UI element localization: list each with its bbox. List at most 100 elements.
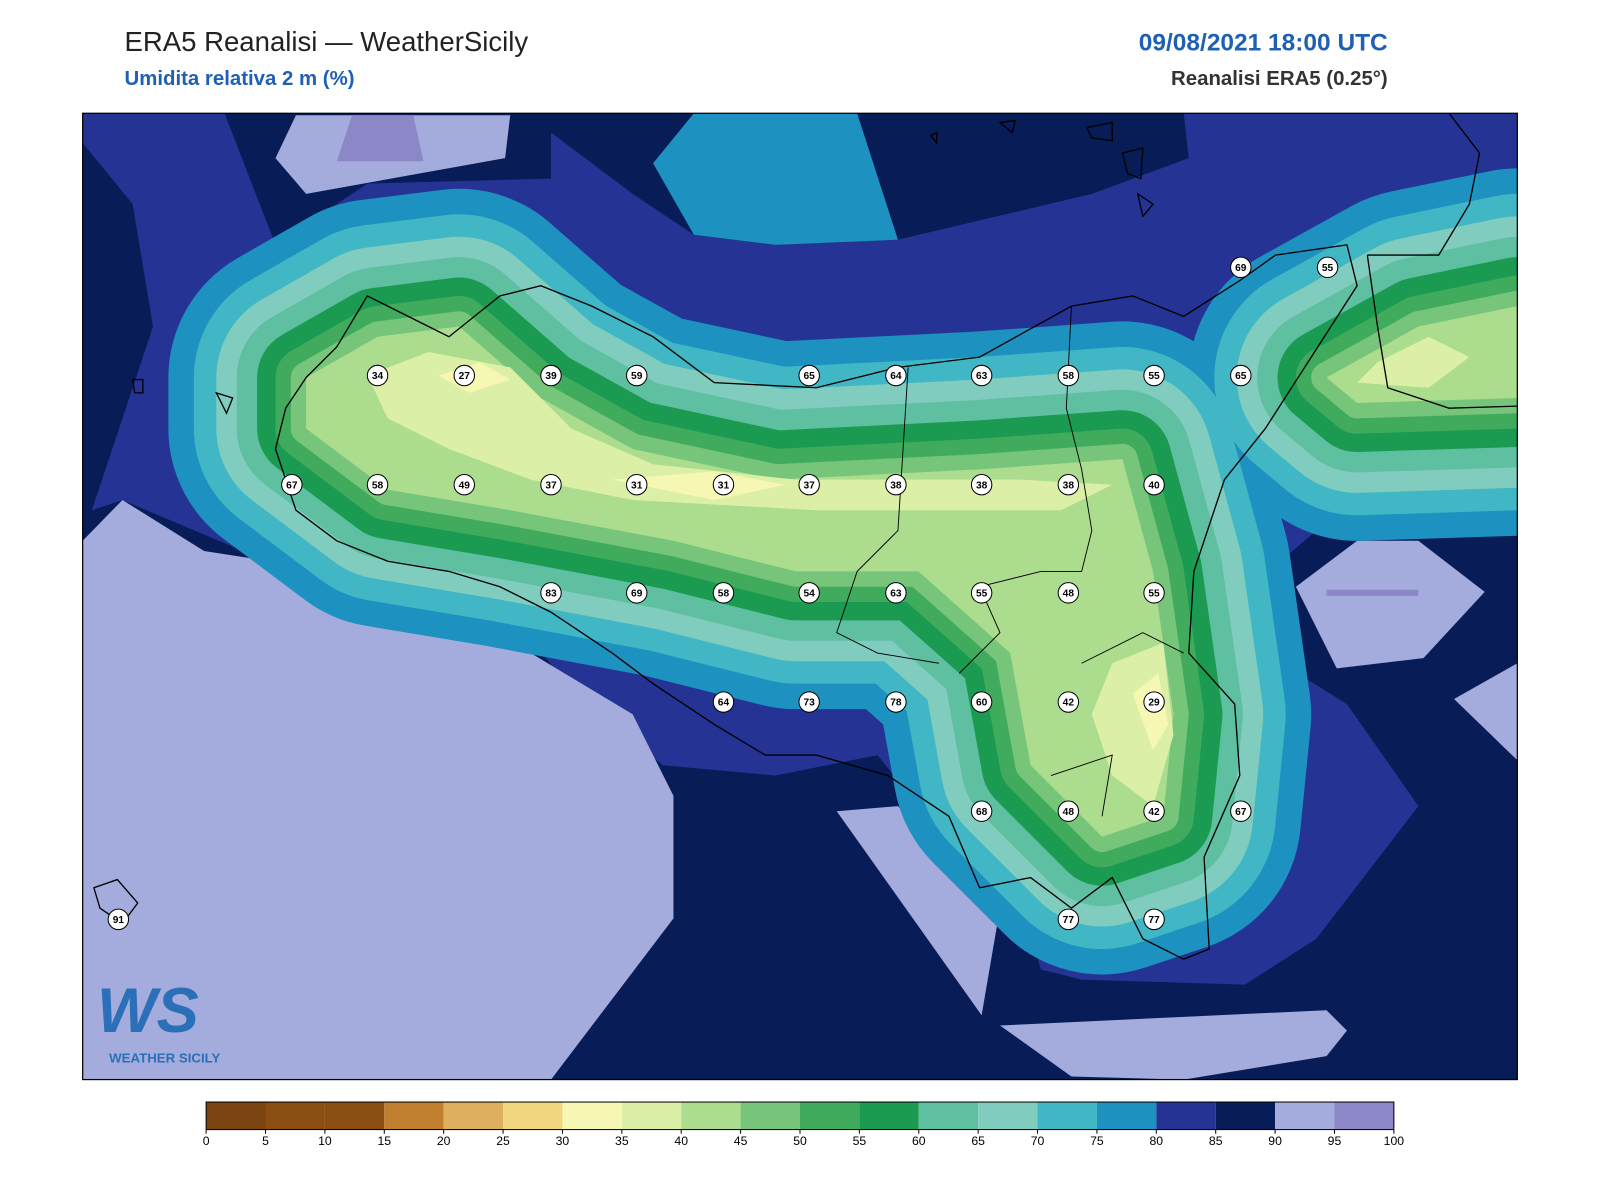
station-marker <box>1057 800 1080 822</box>
station-marker <box>366 473 389 496</box>
station-marker <box>970 691 993 713</box>
station-value: 37 <box>804 480 816 491</box>
station-value: 48 <box>1063 589 1075 600</box>
station-marker <box>885 364 907 387</box>
station-marker <box>798 582 820 604</box>
station-value: 64 <box>718 698 730 709</box>
station-value: 34 <box>372 371 384 382</box>
colorbar-tick-label: 0 <box>203 1134 210 1148</box>
station-marker <box>1143 364 1165 387</box>
colorbar-tick-label: 80 <box>1150 1134 1164 1148</box>
station-value: 77 <box>1063 915 1075 926</box>
logo-mark: WS <box>97 976 199 1046</box>
station-marker <box>107 908 130 931</box>
contour-fill <box>653 113 898 245</box>
province-borders <box>836 306 1184 817</box>
station-marker <box>970 800 993 822</box>
contour-fill <box>612 471 786 500</box>
station-marker <box>1143 800 1165 822</box>
station-marker <box>885 691 907 713</box>
colorbar-segment <box>1037 1102 1097 1130</box>
station-value: 27 <box>459 371 471 382</box>
station-value: 49 <box>459 480 471 491</box>
station-value: 54 <box>804 589 816 600</box>
colorbar-tick-label: 70 <box>1031 1134 1045 1148</box>
station-marker <box>281 473 303 496</box>
colorbar-tick-label: 95 <box>1328 1134 1342 1148</box>
station-marker <box>1057 691 1080 713</box>
logo-name: WEATHER SICILY <box>109 1051 220 1066</box>
colorbar-tick-label: 85 <box>1209 1134 1223 1148</box>
station-marker <box>1057 364 1080 387</box>
station-value: 55 <box>1148 589 1160 600</box>
station-marker <box>798 364 820 387</box>
colorbar-tick-label: 25 <box>496 1134 510 1148</box>
station-marker <box>540 364 562 387</box>
datetime: 09/08/2021 18:00 UTC <box>1139 29 1388 56</box>
subtitle: Umidita relativa 2 m (%) <box>124 68 354 90</box>
station-value: 63 <box>976 371 988 382</box>
colorbar-segment <box>1156 1102 1216 1130</box>
station-value: 65 <box>804 371 816 382</box>
station-value: 42 <box>1063 698 1075 709</box>
contour-fill <box>836 806 1000 1016</box>
colorbar-tick-label: 60 <box>912 1134 926 1148</box>
station-value: 63 <box>890 589 902 600</box>
station-marker <box>540 473 562 496</box>
station-value: 60 <box>976 698 988 709</box>
station-value: 83 <box>545 589 557 600</box>
station-marker <box>1057 473 1080 496</box>
station-value: 37 <box>545 480 557 491</box>
station-value: 38 <box>1063 480 1075 491</box>
station-marker <box>1230 256 1252 279</box>
station-value: 58 <box>1063 371 1075 382</box>
colorbar-tick-label: 5 <box>262 1134 269 1148</box>
station-marker <box>1143 582 1165 604</box>
station-marker <box>798 473 820 496</box>
station-value: 31 <box>631 480 643 491</box>
colorbar-tick-label: 35 <box>615 1134 629 1148</box>
station-value: 38 <box>976 480 988 491</box>
colorbar-segment <box>859 1102 919 1130</box>
coastlines <box>93 113 1518 960</box>
station-value: 68 <box>976 807 988 818</box>
station-value: 48 <box>1063 807 1075 818</box>
station-value: 69 <box>1235 263 1247 274</box>
station-value: 77 <box>1148 915 1160 926</box>
station-marker <box>885 473 907 496</box>
station-value: 29 <box>1148 698 1160 709</box>
station-value: 65 <box>1235 371 1247 382</box>
station-marker <box>885 582 907 604</box>
station-value: 39 <box>545 371 557 382</box>
colorbar-tick-label: 55 <box>853 1134 867 1148</box>
station-marker <box>626 473 648 496</box>
station-value: 69 <box>631 589 643 600</box>
colorbar-tick-label: 20 <box>437 1134 451 1148</box>
colorbar-segment <box>978 1102 1038 1130</box>
colorbar-segment <box>1096 1102 1157 1130</box>
contour-fill <box>999 1010 1347 1080</box>
colorbar-segment <box>1334 1102 1394 1130</box>
colorbar-segment <box>384 1102 444 1130</box>
station-marker <box>1057 582 1080 604</box>
station-value: 67 <box>1235 807 1247 818</box>
station-marker <box>540 582 562 604</box>
colorbar-segment <box>503 1102 563 1130</box>
colorbar-tick-label: 90 <box>1268 1134 1282 1148</box>
colorbar-segment <box>918 1102 979 1130</box>
station-marker <box>1143 691 1165 713</box>
station-value: 38 <box>890 480 902 491</box>
station-value: 40 <box>1148 480 1160 491</box>
contour-fill <box>367 352 1113 511</box>
colorbar-tick-label: 65 <box>971 1134 985 1148</box>
station-value: 58 <box>372 480 384 491</box>
station-value: 64 <box>890 371 902 382</box>
station-value: 59 <box>631 371 643 382</box>
sicily-coast <box>274 244 1358 960</box>
colorbar-segment <box>324 1102 385 1130</box>
colorbar-segment <box>265 1102 325 1130</box>
station-marker <box>366 364 389 387</box>
station-value: 91 <box>113 915 125 926</box>
